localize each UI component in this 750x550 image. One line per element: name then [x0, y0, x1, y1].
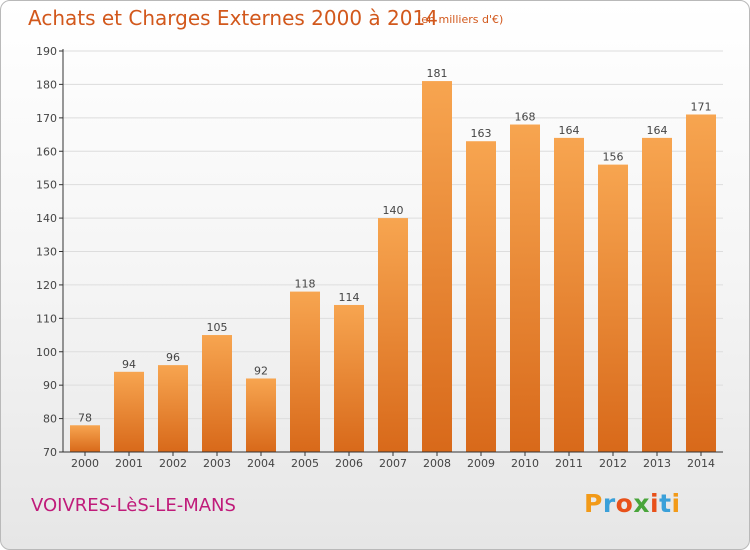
- bars: [70, 81, 716, 453]
- bar: [642, 137, 672, 452]
- x-tick-label: 2003: [203, 457, 231, 470]
- x-tick-label: 2004: [247, 457, 275, 470]
- labels: 70 80 90 100 110 120 130 140 150 160 170 180 190 78 20…: [36, 45, 715, 470]
- x-tick-label: 2001: [115, 457, 143, 470]
- x-tick-label: 2007: [379, 457, 407, 470]
- bar: [686, 114, 716, 452]
- y-tick-label: 80: [43, 413, 57, 426]
- value-label: 164: [559, 124, 580, 137]
- value-label: 163: [471, 127, 492, 140]
- y-tick-label: 180: [36, 78, 57, 91]
- logo-letter: t: [659, 489, 672, 518]
- x-tick-label: 2006: [335, 457, 363, 470]
- bar: [114, 371, 144, 452]
- y-tick-label: 100: [36, 346, 57, 359]
- x-tick-label: 2002: [159, 457, 187, 470]
- x-tick-label: 2011: [555, 457, 583, 470]
- bar: [70, 425, 100, 452]
- y-tick-label: 150: [36, 179, 57, 192]
- y-tick-label: 90: [43, 379, 57, 392]
- logo-letter: i: [671, 489, 681, 518]
- x-tick-label: 2005: [291, 457, 319, 470]
- value-label: 92: [254, 364, 268, 377]
- x-tick-label: 2009: [467, 457, 495, 470]
- x-tick-label: 2010: [511, 457, 539, 470]
- bar: [466, 141, 496, 452]
- bar: [158, 365, 188, 452]
- value-label: 156: [603, 151, 624, 164]
- value-label: 140: [383, 204, 404, 217]
- town-name: VOIVRES-LèS-LE-MANS: [31, 495, 236, 516]
- value-label: 164: [647, 124, 668, 137]
- chart-subtitle: (en milliers d'€): [417, 13, 504, 26]
- y-tick-label: 140: [36, 212, 57, 225]
- logo-letter: i: [650, 489, 660, 518]
- x-tick-label: 2014: [687, 457, 715, 470]
- logo-letter: P: [584, 489, 603, 518]
- bar: [554, 137, 584, 452]
- x-tick-label: 2012: [599, 457, 627, 470]
- y-tick-label: 110: [36, 312, 57, 325]
- bar: [510, 124, 540, 453]
- chart-title: Achats et Charges Externes 2000 à 2014: [28, 6, 438, 30]
- proxiti-logo: Proxiti: [584, 489, 681, 518]
- value-label: 78: [78, 411, 92, 424]
- logo-letter: r: [602, 489, 616, 518]
- bar: [598, 164, 628, 452]
- y-tick-label: 160: [36, 145, 57, 158]
- value-label: 114: [339, 291, 360, 304]
- x-tick-label: 2013: [643, 457, 671, 470]
- y-tick-label: 190: [36, 45, 57, 58]
- bar: [334, 304, 364, 452]
- bar: [290, 291, 320, 452]
- logo-letter: o: [615, 489, 634, 518]
- bar: [378, 218, 408, 452]
- value-label: 105: [207, 321, 228, 334]
- y-tick-label: 130: [36, 246, 57, 259]
- value-label: 168: [515, 111, 536, 124]
- y-tick-label: 120: [36, 279, 57, 292]
- value-label: 118: [295, 278, 316, 291]
- bar: [202, 335, 232, 452]
- value-label: 96: [166, 351, 180, 364]
- x-tick-label: 2008: [423, 457, 451, 470]
- y-tick-label: 170: [36, 112, 57, 125]
- logo-letter: x: [633, 489, 650, 518]
- value-label: 181: [427, 67, 448, 80]
- bar: [422, 81, 452, 452]
- value-label: 171: [691, 100, 712, 113]
- value-label: 94: [122, 358, 136, 371]
- bar: [246, 378, 276, 452]
- x-tick-label: 2000: [71, 457, 99, 470]
- axes: [59, 49, 723, 456]
- y-tick-label: 70: [43, 446, 57, 459]
